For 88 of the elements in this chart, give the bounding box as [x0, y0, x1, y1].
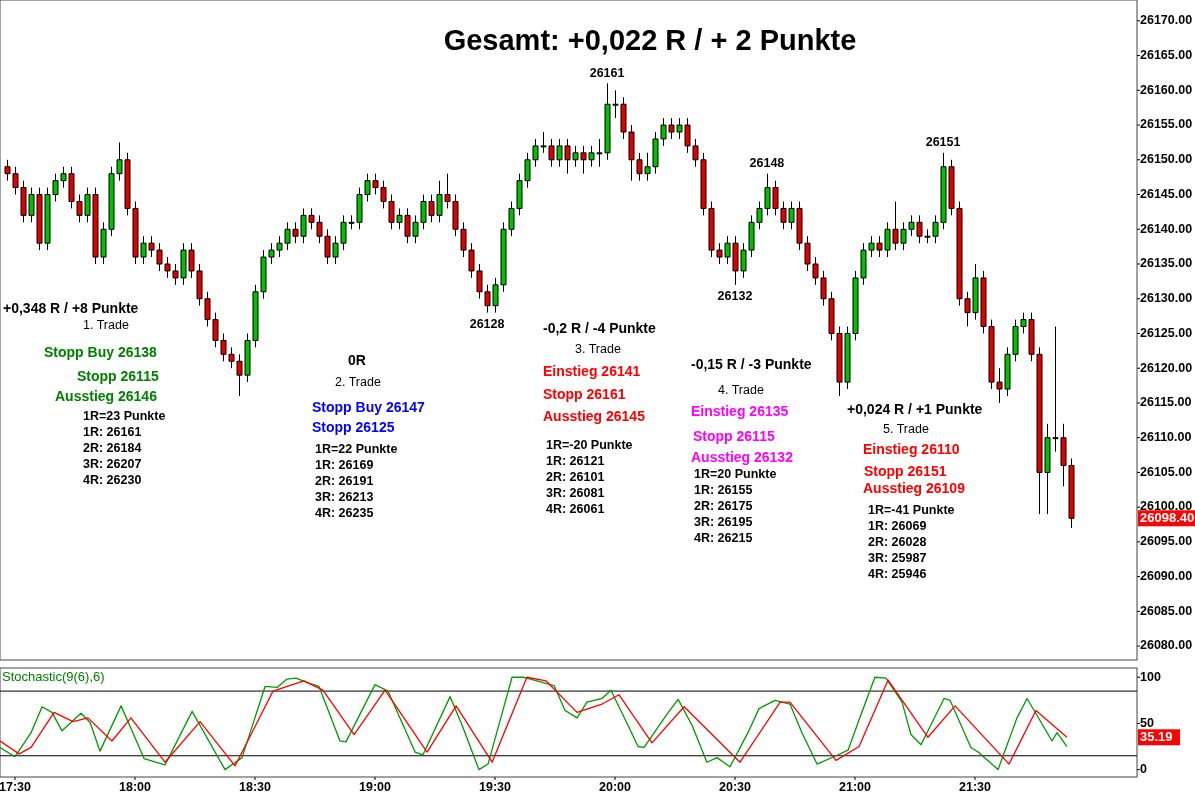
annotation: +0,348 R / +8 Punkte: [3, 299, 139, 316]
y-tick-label: 26170.00: [1140, 13, 1193, 28]
annotation: 2. Trade: [335, 375, 381, 390]
x-tick-label: 20:00: [599, 780, 632, 795]
annotation: 3R: 25987: [868, 551, 927, 566]
annotation: Stopp 26151: [864, 462, 947, 479]
y-tick-label: 26110.00: [1140, 429, 1192, 444]
annotation: Ausstieg 26109: [863, 479, 966, 496]
y-tick-label: 26085.00: [1140, 603, 1193, 618]
y-tick-label: 26160.00: [1140, 82, 1193, 97]
annotation: -0,2 R / -4 Punkte: [543, 319, 657, 336]
x-tick-label: 18:30: [239, 780, 272, 795]
annotation: 5. Trade: [883, 422, 929, 437]
annotation: Ausstieg 26132: [691, 448, 794, 465]
annotation: 1R=-41 Punkte: [868, 503, 955, 518]
y-tick-label: 26150.00: [1140, 152, 1193, 167]
text: 35.19: [1140, 728, 1173, 744]
annotation: 1R=22 Punkte: [315, 442, 398, 457]
annotation: Stopp 26125: [312, 418, 395, 435]
annotation: 26148: [749, 155, 785, 170]
x-tick-label: 20:30: [719, 780, 752, 795]
annotation: Einstieg 26141: [543, 362, 641, 379]
x-tick-label: 17:30: [0, 780, 32, 795]
annotation: 26151: [925, 135, 961, 150]
x-tick-label: 19:30: [479, 780, 512, 795]
annotation: 1R: 26155: [694, 483, 753, 498]
annotation: 26161: [589, 65, 625, 80]
y-tick-label: 26105.00: [1140, 464, 1193, 479]
annotation: -0,15 R / -3 Punkte: [691, 355, 812, 372]
annotation: 4R: 26215: [694, 531, 753, 546]
x-tick-label: 19:00: [359, 780, 392, 795]
annotation: Einstieg 26135: [691, 402, 789, 419]
annotation: 3R: 26207: [83, 457, 142, 472]
annotation: 3. Trade: [575, 342, 621, 357]
y-tick-label: 100: [1140, 669, 1161, 684]
y-tick-label: 26090.00: [1140, 568, 1193, 583]
annotation: 4R: 26061: [546, 502, 605, 517]
y-tick-label: 26145.00: [1140, 186, 1193, 201]
x-tick-label: 21:30: [959, 780, 992, 795]
annotation: 3R: 26081: [546, 486, 605, 501]
annotation: 2R: 26184: [83, 441, 142, 456]
annotation: 26132: [717, 289, 753, 304]
annotation: 3R: 26213: [315, 490, 374, 505]
text: Gesamt: +0,022 R / + 2 Punkte: [443, 23, 857, 56]
annotation: Ausstieg 26146: [55, 387, 158, 404]
annotation: 1R=23 Punkte: [83, 409, 166, 424]
annotation: 1R=20 Punkte: [694, 467, 777, 482]
y-tick-label: 26080.00: [1140, 638, 1193, 653]
y-tick-label: 26125.00: [1140, 325, 1193, 340]
annotation: Stopp Buy 26147: [312, 398, 426, 415]
annotation: 1R: 26169: [315, 458, 374, 473]
annotation: 4R: 26235: [315, 506, 374, 521]
annotation: +0,024 R / +1 Punkte: [847, 400, 983, 417]
chart-title: Stochastic(9(6),6): [2, 669, 105, 685]
y-tick-label: 26115.00: [1140, 395, 1192, 410]
annotation: 2R: 26028: [868, 535, 927, 550]
annotation: 4R: 25946: [868, 567, 927, 582]
annotation: 1R: 26161: [83, 425, 142, 440]
annotation: 4. Trade: [718, 383, 764, 398]
text: 26098.40: [1140, 509, 1195, 525]
y-tick-label: 50: [1140, 715, 1154, 730]
annotation: 2R: 26191: [315, 474, 374, 489]
y-tick-label: 26155.00: [1140, 117, 1193, 132]
annotation: 1. Trade: [83, 318, 129, 333]
annotation: Ausstieg 26145: [543, 407, 646, 424]
y-tick-label: 26095.00: [1140, 534, 1193, 549]
annotation: Stopp Buy 26138: [44, 343, 158, 360]
y-tick-label: 26140.00: [1140, 221, 1193, 236]
y-tick-label: 26130.00: [1140, 291, 1193, 306]
annotation: 2R: 26175: [694, 499, 753, 514]
y-tick-label: 0: [1140, 761, 1147, 776]
x-tick-label: 18:00: [119, 780, 152, 795]
annotation: Stopp 26115: [693, 427, 775, 444]
y-tick-label: 26120.00: [1140, 360, 1193, 375]
annotation: Stopp 26115: [77, 367, 159, 384]
annotation: Einstieg 26110: [863, 440, 960, 457]
y-tick-label: 26165.00: [1140, 47, 1193, 62]
x-tick-label: 21:00: [839, 780, 872, 795]
annotation: 1R: 26069: [868, 519, 927, 534]
annotation: 2R: 26101: [546, 470, 605, 485]
annotation: Stopp 26161: [543, 385, 626, 402]
annotation: 3R: 26195: [694, 515, 753, 530]
annotation: 1R=-20 Punkte: [546, 438, 633, 453]
annotation: 1R: 26121: [546, 454, 605, 469]
annotation: 4R: 26230: [83, 473, 142, 488]
annotation: 0R: [348, 351, 366, 368]
y-tick-label: 26135.00: [1140, 256, 1193, 271]
annotation: 26128: [469, 316, 505, 331]
